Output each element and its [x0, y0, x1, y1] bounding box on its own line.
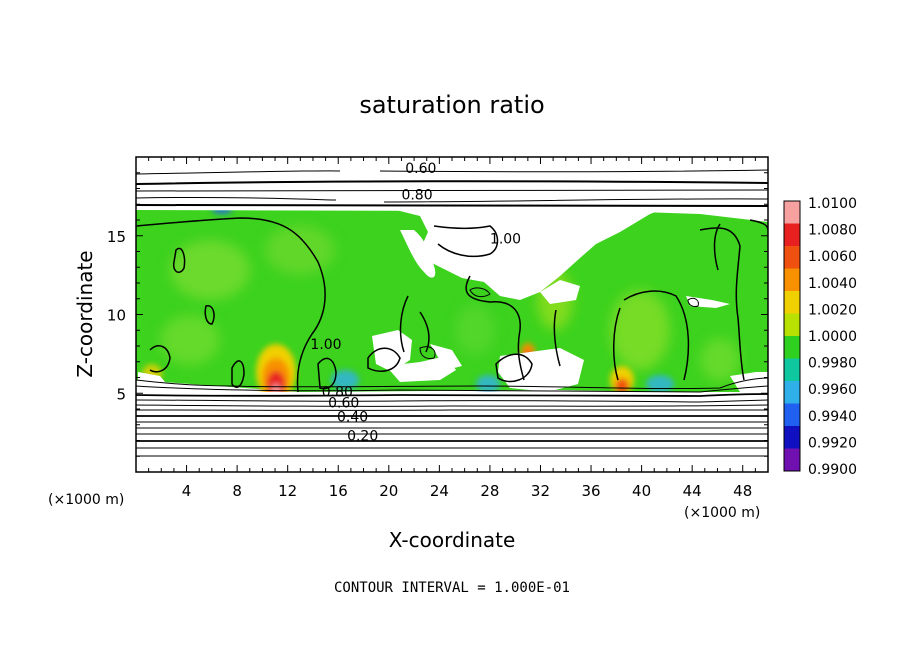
- colorbar-label: 1.0100: [808, 196, 857, 212]
- contour-label-text: 0.40: [337, 410, 368, 426]
- colorbar-swatch: [784, 223, 800, 247]
- chart-title: saturation ratio: [359, 91, 544, 119]
- y-axis-label: Z-coordinate: [73, 250, 97, 377]
- contour-label-text: 0.20: [347, 429, 378, 445]
- contour-label-text: 0.80: [401, 188, 432, 204]
- x-tick-label: 40: [632, 482, 651, 500]
- contour-label: 0.40: [337, 410, 368, 426]
- y-tick-label: 5: [116, 385, 126, 403]
- colorbar-frame: [783, 200, 801, 472]
- contour-label-text: 0.60: [405, 161, 436, 177]
- colorbar: 1.0100 1.0080 1.0060 1.0040 1.0020 1.0000 0.99…: [783, 196, 857, 478]
- x-tick-label: 8: [232, 482, 242, 500]
- colorbar-label: 0.9900: [808, 462, 857, 478]
- x-tick-label: 28: [480, 482, 499, 500]
- x-tick-label: 16: [329, 482, 348, 500]
- colorbar-swatch: [784, 448, 800, 472]
- colorbar-label: 1.0060: [808, 249, 857, 265]
- x-unit-right: (×1000 m): [684, 505, 760, 521]
- colorbar-label: 1.0040: [808, 276, 857, 292]
- colorbar-swatch: [784, 268, 800, 292]
- colorbar-swatch: [784, 201, 800, 224]
- y-tick-label: 15: [107, 228, 126, 246]
- contour-label: 1.00: [490, 232, 521, 248]
- contour-label: 0.60: [405, 161, 436, 177]
- x-tick-label: 48: [733, 482, 752, 500]
- contour-lines: [136, 169, 768, 457]
- colorbar-swatch: [784, 336, 800, 359]
- x-tick-label: 36: [581, 482, 600, 500]
- colorbar-label: 1.0080: [808, 223, 857, 239]
- colorbar-label: 0.9960: [808, 382, 857, 398]
- cloud-patches: [160, 225, 740, 382]
- contour-interval-note: CONTOUR INTERVAL = 1.000E-01: [334, 580, 570, 596]
- x-tick-label: 44: [683, 482, 702, 500]
- contour-label: 0.80: [322, 384, 353, 400]
- plot-area: [136, 157, 768, 472]
- x-unit-left: (×1000 m): [48, 492, 124, 508]
- colorbar-swatch: [784, 426, 800, 449]
- colorbar-swatch: [784, 291, 800, 314]
- contour-label-text: 1.00: [310, 337, 341, 353]
- contour-label-text: 0.60: [328, 395, 359, 411]
- colorbar-swatch: [784, 358, 800, 382]
- colorbar-label: 0.9920: [808, 435, 857, 451]
- y-tick-label: 10: [107, 307, 126, 325]
- colorbar-label: 1.0000: [808, 329, 857, 345]
- colorbar-swatch: [784, 403, 800, 427]
- contour-label: 0.60: [328, 395, 359, 411]
- colorbar-label: 1.0020: [808, 302, 857, 318]
- contour-label-text: 1.00: [490, 232, 521, 248]
- x-tick-label: 20: [379, 482, 398, 500]
- contour-label: 0.20: [347, 429, 378, 445]
- x-tick-label: 24: [430, 482, 449, 500]
- contour-labels: 0.600.801.001.000.800.600.400.20: [310, 161, 521, 445]
- contour-label: 0.80: [401, 188, 432, 204]
- contour-label-text: 0.80: [322, 384, 353, 400]
- x-axis: 4 8 12 16 20 24 28 32 36 40 44 48: [148, 157, 756, 500]
- y-axis: 5 10 15: [107, 172, 768, 457]
- colorbar-swatch: [784, 246, 800, 269]
- colorbar-label: 0.9940: [808, 409, 857, 425]
- colorbar-swatch: [784, 313, 800, 337]
- x-axis-label: X-coordinate: [389, 528, 516, 552]
- contour-label: 1.00: [310, 337, 341, 353]
- x-tick-label: 32: [531, 482, 550, 500]
- x-tick-label: 4: [182, 482, 192, 500]
- x-tick-label: 12: [278, 482, 297, 500]
- colorbar-swatch: [784, 381, 800, 404]
- colorbar-label: 0.9980: [808, 356, 857, 372]
